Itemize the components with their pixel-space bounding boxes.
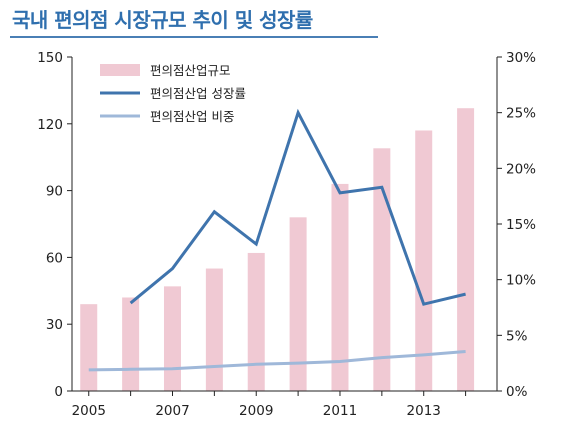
left-tick-label: 150 xyxy=(37,50,63,66)
legend-label: 편의점산업 성장률 xyxy=(150,86,246,101)
axes-group: 0 30 60 90 120 150 0% 5% 10% 15% 20% 25% 30% 2005 2007… xyxy=(37,50,536,419)
bar-2012 xyxy=(373,148,391,391)
right-tick-label: 10% xyxy=(506,273,536,289)
bar-2009 xyxy=(247,252,265,391)
bar-series-group xyxy=(80,108,475,392)
left-tick-label: 120 xyxy=(37,117,63,133)
bar-2005 xyxy=(80,304,98,391)
line-series-group xyxy=(88,108,466,372)
bar-2007 xyxy=(163,286,181,391)
left-tick-label: 0 xyxy=(54,384,63,400)
left-tick-label: 30 xyxy=(46,317,63,333)
bar-2006 xyxy=(122,297,140,391)
right-tick-label: 20% xyxy=(506,161,536,177)
bar-2010 xyxy=(289,217,307,391)
right-tick-label: 0% xyxy=(506,384,528,400)
bar-2011 xyxy=(331,183,349,391)
bar-2014 xyxy=(457,108,475,392)
x-tick-label: 2007 xyxy=(155,403,189,419)
right-tick-label: 25% xyxy=(506,106,536,122)
x-tick-label: 2011 xyxy=(323,403,357,419)
right-tick-label: 30% xyxy=(506,50,536,66)
chart-title: 국내 편의점 시장규모 추이 및 성장률 xyxy=(12,8,313,32)
right-tick-label: 15% xyxy=(506,217,536,233)
left-tick-label: 90 xyxy=(46,184,63,200)
legend-label: 편의점산업규모 xyxy=(150,63,231,78)
legend-swatch-bar xyxy=(100,64,140,76)
line-series-2 xyxy=(88,349,466,372)
line-series-1 xyxy=(129,108,466,306)
x-tick-label: 2005 xyxy=(72,403,106,419)
bar-2008 xyxy=(205,268,223,391)
legend-label: 편의점산업 비중 xyxy=(150,109,234,124)
title-underline xyxy=(10,36,378,38)
x-tick-label: 2013 xyxy=(407,403,441,419)
x-tick-label: 2009 xyxy=(239,403,273,419)
right-tick-label: 5% xyxy=(506,328,528,344)
left-tick-label: 60 xyxy=(46,250,63,266)
bar-2013 xyxy=(415,130,433,392)
